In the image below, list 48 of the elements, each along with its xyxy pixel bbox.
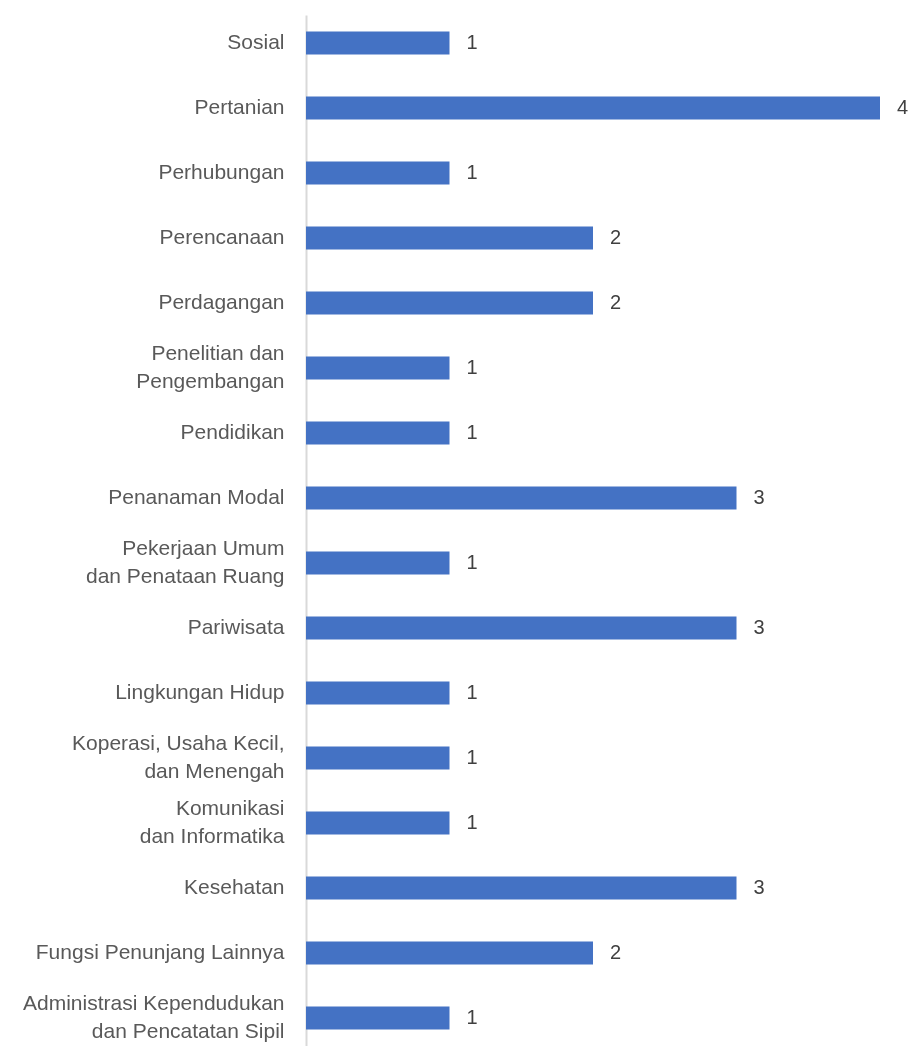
data-label: 1 (466, 810, 478, 833)
bar (306, 746, 450, 770)
bar (306, 941, 593, 965)
data-label: 3 (753, 486, 765, 508)
data-label: 4 (897, 96, 909, 119)
y-tick-label: Perencanaan (159, 225, 285, 249)
data-label: 3 (753, 875, 765, 898)
y-tick-label: Komunikasi dan Informatika (139, 795, 285, 847)
y-tick-label: Pariwisata (187, 615, 285, 638)
data-label: 1 (466, 421, 478, 443)
data-label: 2 (610, 940, 622, 963)
bar (306, 161, 450, 185)
bar (306, 291, 593, 315)
data-label: 1 (466, 681, 478, 703)
bar (306, 486, 737, 510)
y-tick-label: Perdagangan (158, 290, 285, 314)
y-tick-label: Kesehatan (184, 874, 285, 898)
data-label: 2 (610, 226, 622, 249)
data-label: 1 (466, 551, 478, 573)
bar (306, 551, 450, 575)
y-tick-label: Administrasi Kependudukan dan Pencatatan Sipil (23, 990, 285, 1042)
data-label: 1 (466, 161, 478, 184)
bar (306, 876, 737, 900)
y-tick-label: Pendidikan (180, 420, 285, 443)
bar (306, 1006, 450, 1030)
y-tick-label: Pertanian (194, 95, 285, 119)
bar (306, 681, 450, 705)
data-label: 1 (466, 31, 478, 54)
bar (306, 421, 450, 445)
y-tick-label: Sosial (227, 30, 285, 54)
data-label: 1 (466, 745, 478, 768)
bar (306, 811, 450, 835)
y-tick-label: Penelitian dan Pengembangan (136, 341, 285, 392)
bar (306, 356, 450, 380)
data-label: 2 (610, 291, 622, 314)
y-tick-label: Koperasi, Usaha Kecil, dan Menengah (72, 730, 285, 782)
data-label: 1 (466, 1005, 478, 1028)
data-label: 1 (466, 356, 478, 378)
bar (306, 616, 737, 640)
bar (306, 226, 593, 250)
y-tick-label: Lingkungan Hidup (115, 680, 285, 703)
y-tick-label: Penanaman Modal (108, 485, 285, 508)
bar (306, 31, 450, 55)
y-tick-label: Fungsi Penunjang Lainnya (35, 939, 285, 963)
y-tick-label: Pekerjaan Umum dan Penataan Ruang (85, 536, 285, 587)
y-tick-label: Perhubungan (158, 160, 285, 184)
data-label: 3 (753, 616, 765, 638)
bar (306, 96, 880, 120)
